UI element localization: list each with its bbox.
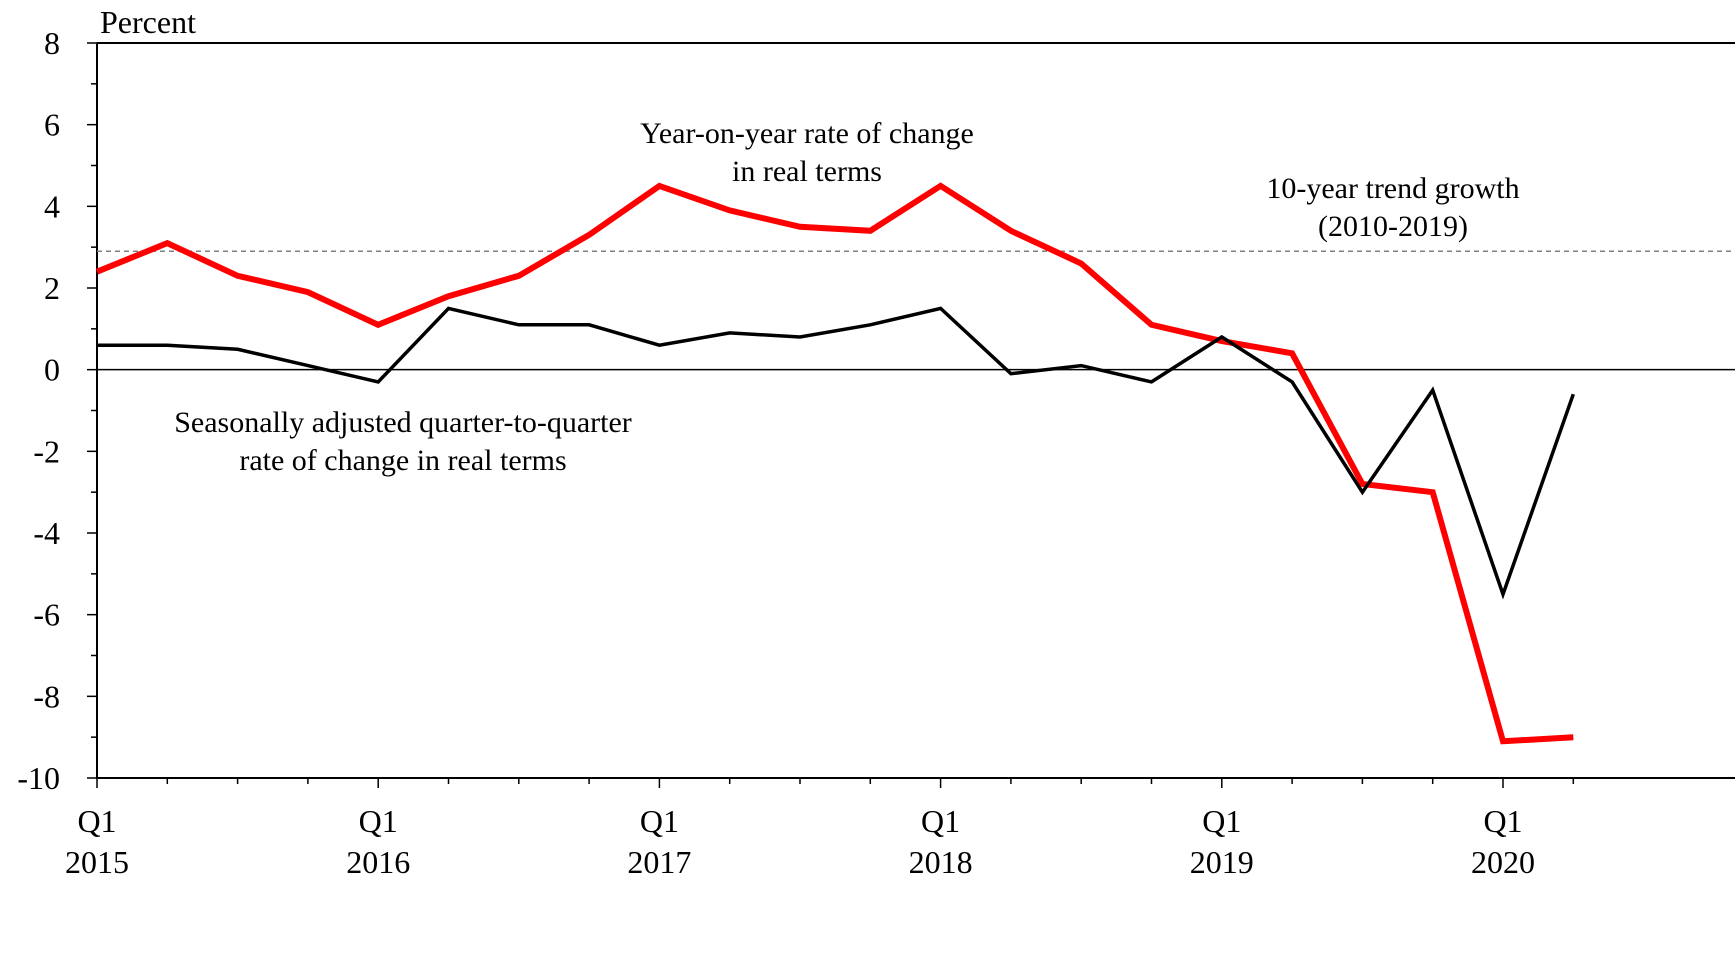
y-tick-label: 4 (44, 188, 60, 224)
x-tick-label-quarter: Q1 (1202, 803, 1241, 839)
y-axis-ticks: 8 6 4 2 0 -2 -4 -6 -8 -10 (17, 25, 97, 796)
annotation-trend-line2: (2010-2019) (1318, 210, 1468, 243)
x-tick-label-year: 2017 (627, 844, 691, 880)
y-tick-label: -6 (33, 597, 60, 633)
x-tick-label-quarter: Q1 (1483, 803, 1522, 839)
series-line-yoy (95, 182, 1574, 745)
y-tick-label: -2 (33, 433, 60, 469)
annotation-yoy-line1: Year-on-year rate of change (640, 117, 974, 150)
y-tick-label: -8 (33, 678, 60, 714)
annotation-yoy-line2: in real terms (732, 155, 882, 188)
y-tick-label: 6 (44, 107, 60, 143)
x-axis-ticks: Q1 2015 Q1 2016 Q1 2017 Q1 2018 Q1 2019 Q1 2020 (65, 778, 1575, 880)
y-tick-label: 0 (44, 352, 60, 388)
x-tick-label-year: 2019 (1190, 844, 1254, 880)
x-tick-label-quarter: Q1 (640, 803, 679, 839)
x-tick-label-quarter: Q1 (77, 803, 116, 839)
series-lines (95, 182, 1575, 745)
x-tick-label-year: 2018 (909, 844, 973, 880)
y-axis-label: Percent (100, 4, 196, 40)
x-tick-label-year: 2015 (65, 844, 129, 880)
annotation-trend-line1: 10-year trend growth (1266, 172, 1519, 205)
x-tick-label-year: 2020 (1471, 844, 1535, 880)
y-tick-label: 2 (44, 270, 60, 306)
x-tick-label-year: 2016 (346, 844, 410, 880)
y-tick-label: -10 (17, 760, 60, 796)
series-line-qoq (97, 306, 1575, 600)
annotation-qoq-line1: Seasonally adjusted quarter-to-quarter (174, 406, 632, 439)
y-tick-label: 8 (44, 25, 60, 61)
y-tick-label: -4 (33, 515, 60, 551)
x-tick-label-quarter: Q1 (359, 803, 398, 839)
x-tick-label-quarter: Q1 (921, 803, 960, 839)
annotation-qoq-line2: rate of change in real terms (239, 444, 566, 477)
